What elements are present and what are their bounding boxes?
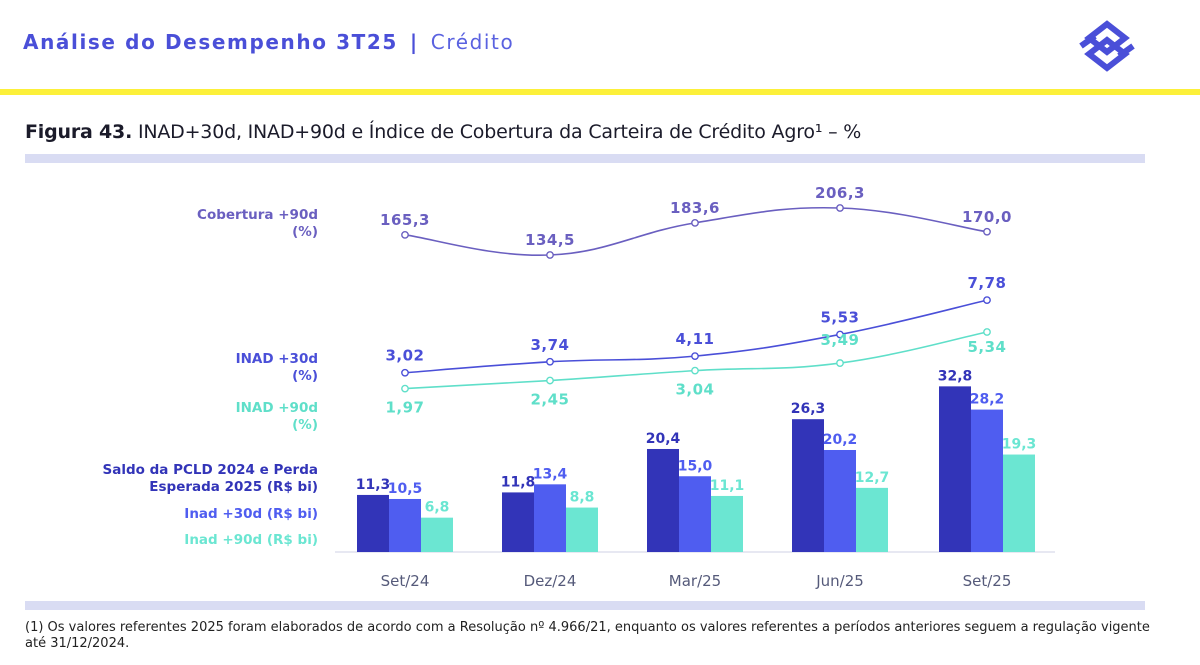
label-inad30-Set/25: 7,78 bbox=[967, 274, 1006, 292]
figure-title: Figura 43. INAD+30d, INAD+90d e Índice d… bbox=[25, 121, 861, 143]
bar-label-2-Jun/25: 20,2 bbox=[823, 432, 858, 448]
bar-2-Jun/25 bbox=[824, 449, 856, 552]
x-tick-label: Set/25 bbox=[963, 572, 1012, 590]
point-cobertura-Set/24 bbox=[401, 230, 409, 239]
point-inad30-Dez/24 bbox=[546, 357, 554, 366]
legend-inad90-line-1: INAD +90d bbox=[236, 400, 318, 416]
legend-pcld-line-2: Esperada 2025 (R$ bi) bbox=[149, 479, 318, 495]
x-tick-label: Jun/25 bbox=[815, 572, 864, 590]
label-cobertura-Set/24: 165,3 bbox=[380, 211, 430, 229]
figure-number: Figura 43. bbox=[25, 121, 133, 143]
header-accent-bar bbox=[0, 89, 1200, 95]
footnote: (1) Os valores referentes 2025 foram ela… bbox=[25, 620, 1150, 651]
bar-3-Set/25 bbox=[1003, 454, 1035, 552]
bar-3-Mar/25 bbox=[711, 495, 743, 552]
bar-1-Set/24 bbox=[357, 494, 389, 552]
bar-1-Jun/25 bbox=[792, 419, 824, 552]
bar-label-1-Jun/25: 26,3 bbox=[791, 401, 826, 417]
label-cobertura-Dez/24: 134,5 bbox=[525, 231, 575, 249]
bar-3-Jun/25 bbox=[856, 487, 888, 552]
bar-label-1-Set/24: 11,3 bbox=[356, 477, 391, 493]
label-cobertura-Set/25: 170,0 bbox=[962, 208, 1012, 226]
legend-inad30-bi-line-1: Inad +30d (R$ bi) bbox=[184, 506, 318, 522]
bar-label-2-Set/24: 10,5 bbox=[388, 481, 423, 497]
page-header: Análise do Desempenho 3T25 | Crédito bbox=[0, 0, 1200, 90]
x-tick-label: Set/24 bbox=[381, 572, 430, 590]
bar-1-Set/25 bbox=[939, 386, 971, 552]
header-section: Análise do Desempenho 3T25 bbox=[23, 30, 398, 54]
label-cobertura-Jun/25: 206,3 bbox=[815, 184, 865, 202]
legend-inad90-bi-line-1: Inad +90d (R$ bi) bbox=[184, 532, 318, 548]
figure-top-rule bbox=[25, 154, 1145, 163]
bar-label-1-Mar/25: 20,4 bbox=[646, 431, 681, 447]
label-inad30-Jun/25: 5,53 bbox=[820, 308, 859, 326]
legend-cobertura-line-1: Cobertura +90d bbox=[197, 207, 318, 223]
credit-agro-chart: 11,3 11,8 20,4 26,3 32,8 10,5 13,4 15,0 20,2 28,2… bbox=[103, 184, 1055, 590]
point-inad30-Set/25 bbox=[983, 296, 991, 305]
bar-label-1-Dez/24: 11,8 bbox=[501, 474, 536, 490]
point-inad30-Set/24 bbox=[401, 368, 409, 377]
bank-logo-icon bbox=[1079, 20, 1135, 72]
label-inad90-Set/25: 5,34 bbox=[967, 338, 1006, 356]
legend-inad90-line-2: (%) bbox=[292, 417, 318, 433]
point-inad90-Mar/25 bbox=[691, 366, 699, 375]
label-inad90-Dez/24: 2,45 bbox=[530, 391, 569, 409]
point-inad90-Set/25 bbox=[983, 328, 991, 336]
label-inad90-Set/24: 1,97 bbox=[385, 399, 424, 417]
point-inad90-Dez/24 bbox=[546, 376, 554, 385]
bar-label-3-Set/25: 19,3 bbox=[1002, 437, 1037, 453]
bar-3-Dez/24 bbox=[566, 507, 598, 552]
bar-2-Set/25 bbox=[971, 409, 1003, 552]
bar-1-Dez/24 bbox=[502, 492, 534, 552]
point-cobertura-Mar/25 bbox=[691, 218, 699, 227]
point-inad90-Set/24 bbox=[401, 384, 409, 393]
label-inad30-Set/24: 3,02 bbox=[385, 347, 424, 365]
header-title: Análise do Desempenho 3T25 | Crédito bbox=[23, 30, 514, 54]
bar-label-3-Mar/25: 11,1 bbox=[710, 478, 745, 494]
legend-pcld-line-1: Saldo da PCLD 2024 e Perda bbox=[103, 462, 319, 478]
label-inad90-Jun/25: 3,49 bbox=[820, 331, 859, 349]
figure-bottom-rule bbox=[25, 601, 1145, 610]
bar-label-3-Dez/24: 8,8 bbox=[570, 490, 595, 506]
bar-label-3-Set/24: 6,8 bbox=[425, 500, 450, 516]
bar-1-Mar/25 bbox=[647, 448, 679, 552]
bar-label-3-Jun/25: 12,7 bbox=[855, 470, 890, 486]
point-cobertura-Jun/25 bbox=[836, 204, 844, 212]
bar-label-2-Set/25: 28,2 bbox=[970, 392, 1005, 408]
point-inad30-Jun/25 bbox=[836, 330, 844, 339]
bar-2-Dez/24 bbox=[534, 484, 566, 552]
bar-label-1-Set/25: 32,8 bbox=[938, 368, 973, 384]
label-inad90-Mar/25: 3,04 bbox=[675, 381, 714, 399]
bar-3-Set/24 bbox=[421, 517, 453, 552]
bar-label-2-Mar/25: 15,0 bbox=[678, 458, 713, 474]
bar-2-Mar/25 bbox=[679, 476, 711, 552]
point-cobertura-Dez/24 bbox=[546, 251, 554, 259]
bar-label-2-Dez/24: 13,4 bbox=[533, 466, 568, 482]
label-inad30-Mar/25: 4,11 bbox=[675, 330, 714, 348]
label-inad30-Dez/24: 3,74 bbox=[530, 336, 569, 354]
x-tick-label: Dez/24 bbox=[524, 572, 577, 590]
legend-inad30-line-1: INAD +30d bbox=[236, 351, 318, 367]
label-cobertura-Mar/25: 183,6 bbox=[670, 199, 720, 217]
bar-2-Set/24 bbox=[389, 498, 421, 552]
point-inad90-Jun/25 bbox=[836, 359, 844, 367]
header-subsection: Crédito bbox=[430, 30, 515, 54]
figure-caption: INAD+30d, INAD+90d e Índice de Cobertura… bbox=[137, 121, 862, 143]
legend-inad30-line-2: (%) bbox=[292, 368, 318, 384]
point-inad30-Mar/25 bbox=[691, 352, 699, 361]
x-tick-label: Mar/25 bbox=[669, 572, 721, 590]
header-separator: | bbox=[409, 30, 419, 54]
legend-cobertura-line-2: (%) bbox=[292, 224, 318, 240]
point-cobertura-Set/25 bbox=[983, 227, 991, 236]
